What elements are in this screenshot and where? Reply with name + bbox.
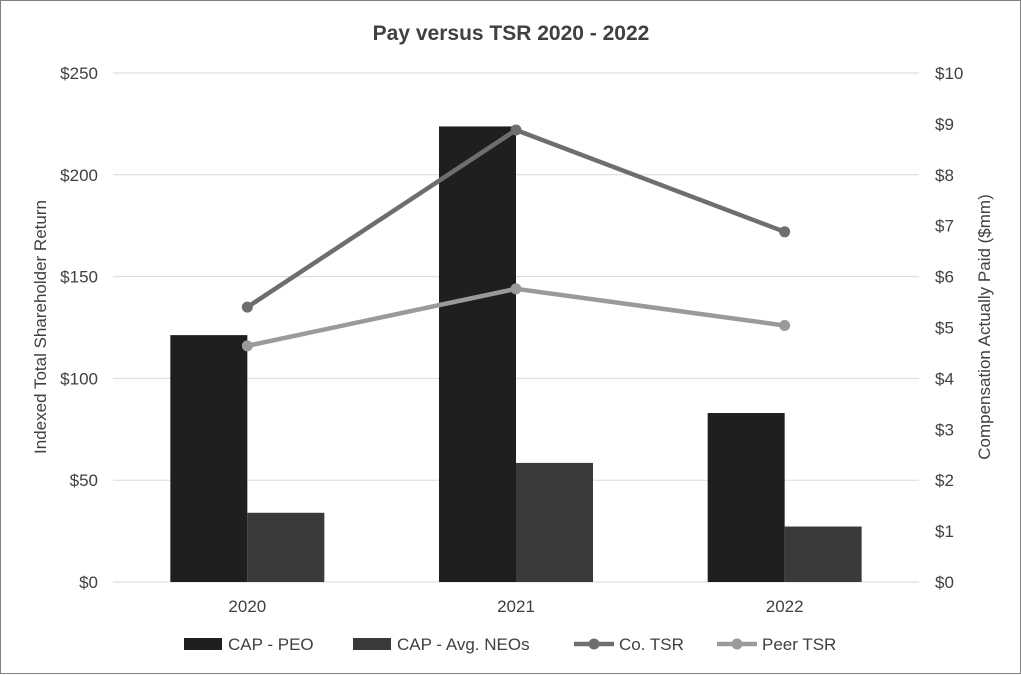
right-axis-title: Compensation Actually Paid ($mm)	[975, 194, 994, 460]
left-tick-label: $250	[60, 64, 98, 83]
left-tick-label: $150	[60, 268, 98, 287]
lines	[241, 124, 791, 352]
legend-marker	[731, 638, 743, 650]
x-tick-label: 2022	[766, 597, 804, 616]
legend-swatch	[184, 638, 222, 650]
series-point	[779, 226, 791, 238]
bar	[170, 335, 248, 582]
right-tick-label: $1	[935, 522, 954, 541]
series-point	[241, 301, 253, 313]
left-tick-label: $200	[60, 166, 98, 185]
right-tick-label: $7	[935, 217, 954, 236]
right-tick-label: $2	[935, 471, 954, 490]
legend-item: Co. TSR	[574, 635, 684, 654]
left-tick-label: $50	[70, 471, 98, 490]
legend-swatch	[353, 638, 391, 650]
right-tick-label: $6	[935, 268, 954, 287]
legend-label: CAP - PEO	[228, 635, 314, 654]
legend-label: Peer TSR	[762, 635, 836, 654]
left-tick-label: $0	[79, 573, 98, 592]
chart-title: Pay versus TSR 2020 - 2022	[373, 22, 650, 45]
right-tick-label: $8	[935, 166, 954, 185]
x-tick-label: 2021	[497, 597, 535, 616]
left-axis-ticks: $0 $50 $100 $150 $200 $250	[60, 64, 98, 592]
series-point	[510, 283, 522, 295]
series-point	[241, 340, 253, 352]
right-tick-label: $3	[935, 420, 954, 439]
legend-label: Co. TSR	[619, 635, 684, 654]
right-tick-label: $4	[935, 369, 954, 388]
bar	[516, 462, 593, 582]
right-tick-label: $9	[935, 115, 954, 134]
series-point	[779, 319, 791, 331]
x-tick-label: 2020	[228, 597, 266, 616]
right-tick-label: $0	[935, 573, 954, 592]
bar	[784, 526, 862, 582]
legend: CAP - PEO CAP - Avg. NEOs Co. TSR Peer TSR	[184, 635, 836, 654]
bar	[707, 413, 785, 582]
right-tick-label: $5	[935, 319, 954, 338]
bar	[247, 512, 325, 582]
bar	[439, 126, 516, 582]
left-axis-title: Indexed Total Shareholder Return	[31, 200, 50, 454]
right-axis-ticks: $0 $1 $2 $3 $4 $5 $6 $7 $8 $9 $10	[935, 64, 963, 592]
legend-label: CAP - Avg. NEOs	[397, 635, 530, 654]
bars	[170, 126, 862, 582]
series-point	[510, 124, 522, 136]
left-tick-label: $100	[60, 369, 98, 388]
legend-item: CAP - PEO	[184, 635, 314, 654]
right-tick-label: $10	[935, 64, 963, 83]
x-axis-ticks: 2020 2021 2022	[228, 597, 803, 616]
legend-item: Peer TSR	[717, 635, 836, 654]
legend-item: CAP - Avg. NEOs	[353, 635, 530, 654]
legend-marker	[588, 638, 600, 650]
